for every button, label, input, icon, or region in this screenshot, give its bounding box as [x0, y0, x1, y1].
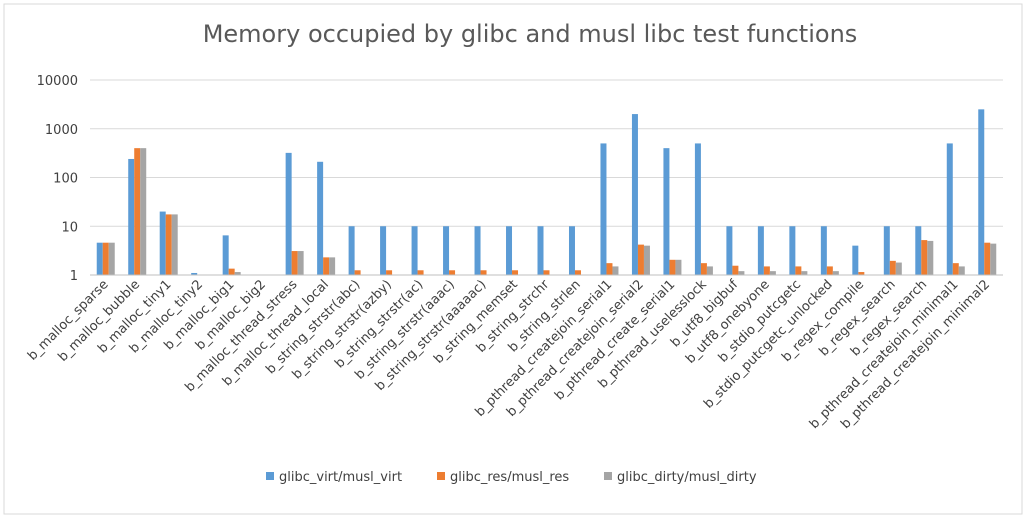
- bar: [443, 226, 450, 275]
- bar: [883, 226, 890, 275]
- bar: [643, 245, 650, 275]
- bar: [789, 226, 796, 275]
- bar: [159, 211, 166, 275]
- bar: [832, 271, 839, 275]
- bar: [990, 243, 997, 275]
- bar: [574, 270, 581, 275]
- bar: [757, 226, 764, 275]
- bar: [228, 268, 235, 275]
- bar: [568, 226, 575, 275]
- bar: [191, 272, 198, 275]
- bar: [958, 266, 965, 275]
- bar: [600, 143, 607, 275]
- bar: [915, 226, 922, 275]
- bar: [978, 109, 985, 275]
- bar: [285, 152, 292, 275]
- bar: [927, 240, 934, 275]
- bar: [348, 226, 355, 275]
- legend-label: glibc_virt/musl_virt: [279, 470, 402, 485]
- legend-swatch: [437, 472, 445, 480]
- bar: [354, 270, 361, 275]
- bar: [480, 270, 487, 275]
- bar: [506, 226, 513, 275]
- bar: [763, 266, 770, 275]
- bar: [234, 272, 241, 275]
- bar: [612, 266, 619, 275]
- bar: [108, 242, 115, 275]
- bars: [96, 109, 997, 275]
- bar: [637, 244, 644, 275]
- bar: [984, 242, 991, 275]
- legend-label: glibc_res/musl_res: [450, 470, 569, 485]
- legend-swatch: [604, 472, 612, 480]
- bar: [631, 114, 638, 275]
- bar: [889, 260, 896, 275]
- bar: [291, 251, 298, 275]
- bar: [380, 226, 387, 275]
- bar: [165, 214, 172, 275]
- bar: [732, 265, 739, 275]
- bar: [297, 251, 304, 275]
- y-tick-label: 100: [53, 172, 78, 187]
- legend-item: glibc_dirty/musl_dirty: [604, 470, 757, 485]
- legend-label: glibc_dirty/musl_dirty: [617, 470, 757, 485]
- bar: [663, 148, 670, 275]
- bar: [726, 226, 733, 275]
- bar: [512, 270, 519, 275]
- bar: [694, 143, 701, 275]
- y-tick-label: 10000: [37, 74, 78, 89]
- bar: [852, 245, 859, 275]
- bar: [700, 263, 707, 275]
- bar: [96, 242, 103, 275]
- y-tick-label: 1: [70, 269, 78, 284]
- legend: glibc_virt/musl_virt glibc_res/musl_res gl…: [266, 470, 757, 485]
- bar: [795, 266, 802, 275]
- legend-item: glibc_res/musl_res: [437, 470, 569, 485]
- y-tick-label: 10: [61, 220, 78, 235]
- bar: [921, 240, 928, 275]
- bar: [474, 226, 481, 275]
- bar: [801, 271, 808, 275]
- bar: [449, 270, 456, 275]
- bar: [669, 259, 676, 275]
- bar: [820, 226, 827, 275]
- legend-item: glibc_virt/musl_virt: [266, 470, 402, 485]
- bar: [323, 257, 330, 275]
- bar: [858, 272, 865, 275]
- bar: [543, 270, 550, 275]
- legend-swatch: [266, 472, 274, 480]
- y-tick-label: 1000: [45, 123, 78, 138]
- bar: [317, 161, 324, 275]
- bar: [386, 270, 393, 275]
- bar: [140, 148, 147, 275]
- bar: [102, 242, 109, 275]
- bar: [826, 266, 833, 275]
- bar: [706, 266, 713, 275]
- bar: [329, 257, 336, 275]
- bar: [128, 158, 135, 275]
- bar: [946, 143, 953, 275]
- bar: [895, 262, 902, 275]
- bar: [537, 226, 544, 275]
- chart-title: Memory occupied by glibc and musl libc t…: [203, 20, 858, 48]
- bar: [134, 148, 141, 275]
- bar: [769, 271, 776, 275]
- bar: [675, 259, 682, 275]
- bar: [417, 270, 424, 275]
- bar: [171, 214, 178, 275]
- bar: [411, 226, 418, 275]
- bar: [738, 271, 745, 275]
- y-axis: 1 10 100 1000 10000: [37, 74, 78, 284]
- bar: [952, 263, 959, 275]
- bar: [606, 263, 613, 275]
- bar: [222, 235, 229, 275]
